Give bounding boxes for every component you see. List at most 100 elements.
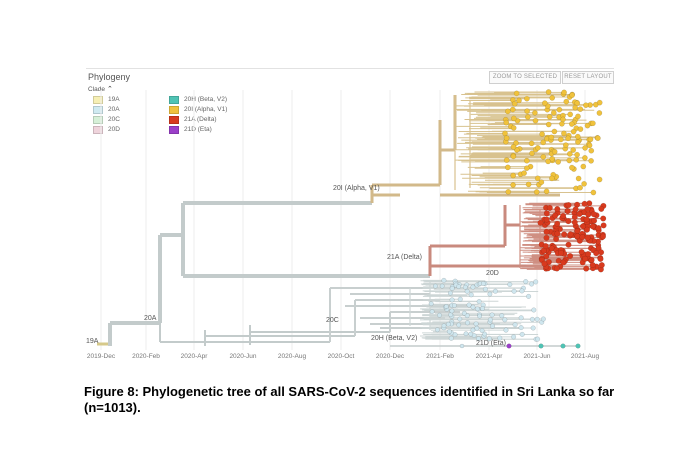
alpha-tip[interactable] [548,134,555,141]
alpha-tip[interactable] [503,157,510,163]
alpha-tip[interactable] [545,121,552,128]
sequence-tip[interactable] [512,322,518,328]
eta-tip[interactable] [506,343,512,349]
sequence-tip[interactable] [499,313,505,319]
delta-tip[interactable] [584,226,591,233]
alpha-tip[interactable] [575,113,581,120]
alpha-tip[interactable] [545,158,551,165]
delta-tip[interactable] [589,223,596,230]
delta-tip[interactable] [537,219,544,226]
sequence-tip[interactable] [457,316,463,322]
alpha-tip[interactable] [516,97,522,104]
sequence-tip[interactable] [511,334,517,340]
alpha-tip[interactable] [539,131,545,137]
alpha-tip[interactable] [551,128,558,135]
alpha-tip[interactable] [575,139,581,145]
alpha-tip[interactable] [570,128,577,135]
delta-tip[interactable] [600,233,607,240]
alpha-tip[interactable] [563,98,570,105]
delta-tip[interactable] [542,243,549,250]
delta-tip[interactable] [578,248,585,255]
delta-tip[interactable] [554,220,561,227]
alpha-tip[interactable] [582,145,588,151]
alpha-tip[interactable] [556,106,563,113]
delta-tip[interactable] [543,253,550,260]
alpha-tip[interactable] [525,114,531,120]
alpha-tip[interactable] [503,119,510,126]
delta-tip[interactable] [579,234,586,241]
chevron-up-icon[interactable]: ⌃ [106,86,113,93]
alpha-tip[interactable] [534,175,541,182]
alpha-tip[interactable] [580,163,587,170]
alpha-tip[interactable] [545,89,552,95]
alpha-tip[interactable] [596,99,603,106]
delta-tip[interactable] [543,234,550,241]
alpha-tip[interactable] [513,90,520,97]
sequence-tip[interactable] [490,323,496,329]
sequence-tip[interactable] [492,288,498,294]
sequence-tip[interactable] [466,302,472,308]
alpha-tip[interactable] [569,164,575,171]
alpha-tip[interactable] [524,108,530,114]
sequence-tip[interactable] [432,283,438,289]
alpha-tip[interactable] [502,130,508,137]
alpha-tip[interactable] [525,181,532,188]
alpha-tip[interactable] [586,142,593,149]
sequence-tip[interactable] [456,284,462,289]
delta-tip[interactable] [567,252,574,259]
sequence-tip[interactable] [511,288,517,294]
sequence-tip[interactable] [451,303,457,308]
alpha-tip[interactable] [529,150,535,157]
legend-title[interactable]: Clade ⌃ [88,85,113,93]
alpha-tip[interactable] [555,159,562,165]
alpha-tip[interactable] [505,188,512,195]
delta-tip[interactable] [583,216,590,223]
delta-tip[interactable] [579,223,586,230]
sequence-tip[interactable] [518,325,524,331]
sequence-tip[interactable] [448,335,454,341]
alpha-tip[interactable] [521,170,527,176]
delta-tip[interactable] [571,219,578,226]
alpha-tip[interactable] [511,100,518,107]
alpha-tip[interactable] [587,136,594,143]
sequence-tip[interactable] [535,336,541,342]
delta-tip[interactable] [588,257,595,264]
alpha-tip[interactable] [510,153,517,160]
delta-tip[interactable] [553,235,560,242]
sequence-tip[interactable] [474,306,480,312]
delta-tip[interactable] [597,255,604,262]
alpha-tip[interactable] [510,172,517,179]
alpha-tip[interactable] [565,135,571,142]
alpha-tip[interactable] [549,175,555,182]
delta-tip[interactable] [543,228,550,235]
delta-tip[interactable] [600,222,607,229]
alpha-tip[interactable] [509,106,516,113]
sequence-tip[interactable] [540,316,546,322]
sequence-tip[interactable] [482,331,488,337]
sequence-tip[interactable] [434,327,440,333]
alpha-tip[interactable] [569,92,575,98]
alpha-tip[interactable] [595,135,601,141]
sequence-tip[interactable] [456,322,462,328]
alpha-tip[interactable] [561,130,567,137]
alpha-tip[interactable] [582,155,588,161]
alpha-tip[interactable] [551,109,557,116]
delta-tip[interactable] [583,265,590,272]
sequence-tip[interactable] [486,336,492,342]
alpha-tip[interactable] [563,142,569,148]
delta-tip[interactable] [598,262,605,269]
alpha-tip[interactable] [504,164,511,171]
delta-tip[interactable] [565,202,572,209]
alpha-tip[interactable] [584,122,591,129]
sequence-tip[interactable] [503,327,509,333]
delta-tip[interactable] [591,217,598,224]
alpha-tip[interactable] [566,157,573,164]
sequence-tip[interactable] [479,328,485,333]
alpha-tip[interactable] [540,154,547,160]
alpha-tip[interactable] [528,140,535,147]
sequence-tip[interactable] [519,288,525,294]
sequence-tip[interactable] [445,321,451,327]
alpha-tip[interactable] [551,148,558,155]
sequence-tip[interactable] [480,281,486,286]
sequence-tip[interactable] [489,312,495,318]
